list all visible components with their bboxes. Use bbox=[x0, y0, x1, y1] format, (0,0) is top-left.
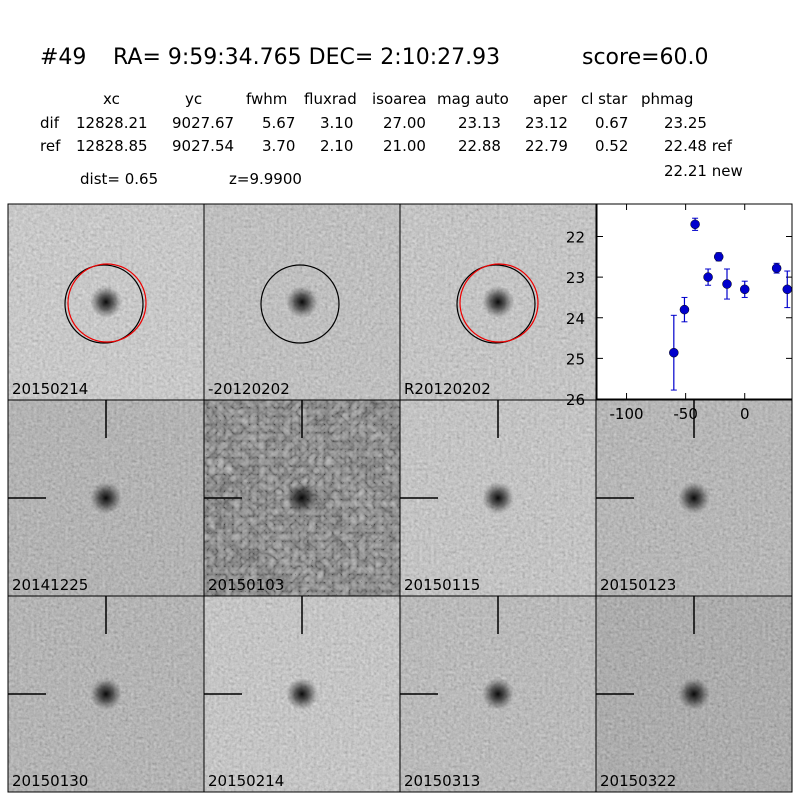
stamp-label: 20150123 bbox=[600, 576, 676, 594]
point bbox=[679, 304, 690, 315]
source bbox=[678, 678, 710, 710]
stamps: 20150214 -20120202 R20120202 20141225 201501… bbox=[7, 203, 793, 793]
x-tick-label: -50 bbox=[673, 405, 698, 423]
point bbox=[722, 279, 732, 289]
table-cell: 21.00 bbox=[383, 137, 426, 155]
table-note: 22.21 new bbox=[664, 162, 743, 180]
table-cell: 5.67 bbox=[262, 114, 295, 132]
stamp-label: 20150115 bbox=[404, 576, 480, 594]
point bbox=[771, 263, 782, 273]
source bbox=[90, 286, 122, 318]
stamp: 20150214 bbox=[203, 595, 401, 793]
dist: dist= 0.65 bbox=[80, 170, 158, 188]
aperture bbox=[64, 264, 144, 344]
column-header: fwhm bbox=[246, 90, 287, 108]
stamp-label: R20120202 bbox=[404, 380, 491, 398]
stamp-label: 20150130 bbox=[12, 772, 88, 790]
column-header: yc bbox=[185, 90, 202, 108]
source bbox=[678, 482, 710, 514]
y-tick-label: 23 bbox=[566, 269, 585, 287]
point bbox=[739, 284, 750, 295]
table-cell: 3.70 bbox=[262, 137, 295, 155]
score: score=60.0 bbox=[582, 45, 709, 70]
row-label: ref bbox=[40, 137, 61, 155]
stamp: 20150103 bbox=[203, 399, 401, 597]
y-tick-label: 25 bbox=[566, 350, 585, 368]
table-cell: 27.00 bbox=[383, 114, 426, 132]
coordinates: RA= 9:59:34.765 DEC= 2:10:27.93 bbox=[113, 45, 500, 70]
table-cell: 23.12 bbox=[525, 114, 568, 132]
stamp: R20120202 bbox=[399, 203, 597, 401]
aperture bbox=[456, 264, 536, 344]
point bbox=[782, 284, 793, 295]
column-header: phmag bbox=[641, 90, 693, 108]
stamp-label: 20150313 bbox=[404, 772, 480, 790]
table: xc yc fwhm fluxrad isoarea mag auto aper cl sta… bbox=[40, 90, 743, 180]
x-tick-label: 0 bbox=[740, 405, 750, 423]
table-cell: 9027.54 bbox=[172, 137, 234, 155]
point bbox=[713, 252, 724, 262]
aperture bbox=[260, 264, 340, 344]
table-cell: 22.48 ref bbox=[664, 137, 733, 155]
table-cell: 12828.85 bbox=[76, 137, 148, 155]
y-tick-label: 26 bbox=[566, 391, 585, 409]
z: z=9.9900 bbox=[229, 170, 302, 188]
source bbox=[482, 678, 514, 710]
row-label: dif bbox=[40, 114, 60, 132]
column-header: mag auto bbox=[437, 90, 509, 108]
stamp: 20150130 bbox=[7, 595, 205, 793]
stamp: 20141225 bbox=[7, 399, 205, 597]
stamp-label: 20150322 bbox=[600, 772, 676, 790]
source bbox=[286, 482, 318, 514]
lightcurve: 22 23 24 25 26 -100 -50 0 bbox=[566, 203, 793, 423]
plot-frame bbox=[596, 203, 793, 400]
source bbox=[90, 482, 122, 514]
stamp-label: -20120202 bbox=[208, 380, 290, 398]
aperture-ref bbox=[67, 263, 147, 343]
table-cell: 23.13 bbox=[458, 114, 501, 132]
column-header: cl star bbox=[581, 90, 628, 108]
table-cell: 12828.21 bbox=[76, 114, 148, 132]
y-tick-label: 22 bbox=[566, 229, 585, 247]
stamp: 20150313 bbox=[399, 595, 597, 793]
table-cell: 0.52 bbox=[595, 137, 628, 155]
stamp: 20150115 bbox=[399, 399, 597, 597]
plot-bg bbox=[597, 204, 792, 399]
stamp-label: 20150214 bbox=[208, 772, 284, 790]
table-cell: 9027.67 bbox=[172, 114, 234, 132]
column-header: fluxrad bbox=[304, 90, 357, 108]
table-cell: 3.10 bbox=[320, 114, 353, 132]
source bbox=[286, 678, 318, 710]
aperture-ref bbox=[459, 263, 539, 343]
point bbox=[690, 219, 700, 230]
table-cell: 22.88 bbox=[458, 137, 501, 155]
x-tick-label: -100 bbox=[610, 405, 644, 423]
table-cell: 0.67 bbox=[595, 114, 628, 132]
column-header: isoarea bbox=[372, 90, 427, 108]
source bbox=[286, 286, 318, 318]
stamp: 20150123 bbox=[595, 399, 793, 597]
stamp-frame bbox=[595, 595, 793, 793]
source bbox=[482, 286, 514, 318]
table-cell: 2.10 bbox=[320, 137, 353, 155]
candidate-id: #49 bbox=[40, 45, 86, 70]
stamp-label: 20150214 bbox=[12, 380, 88, 398]
y-tick-label: 24 bbox=[566, 310, 585, 328]
point bbox=[669, 347, 679, 358]
stamp: 20150214 bbox=[7, 203, 205, 401]
table-cell: 22.79 bbox=[525, 137, 568, 155]
stamp-label: 20150103 bbox=[208, 576, 284, 594]
source bbox=[482, 482, 514, 514]
point bbox=[703, 272, 713, 282]
table-cell: 23.25 bbox=[664, 114, 707, 132]
source bbox=[90, 678, 122, 710]
stamp: 20150322 bbox=[595, 595, 793, 793]
column-header: xc bbox=[103, 90, 120, 108]
stamp: -20120202 bbox=[203, 203, 401, 401]
stamp-label: 20141225 bbox=[12, 576, 88, 594]
column-header: aper bbox=[533, 90, 568, 108]
